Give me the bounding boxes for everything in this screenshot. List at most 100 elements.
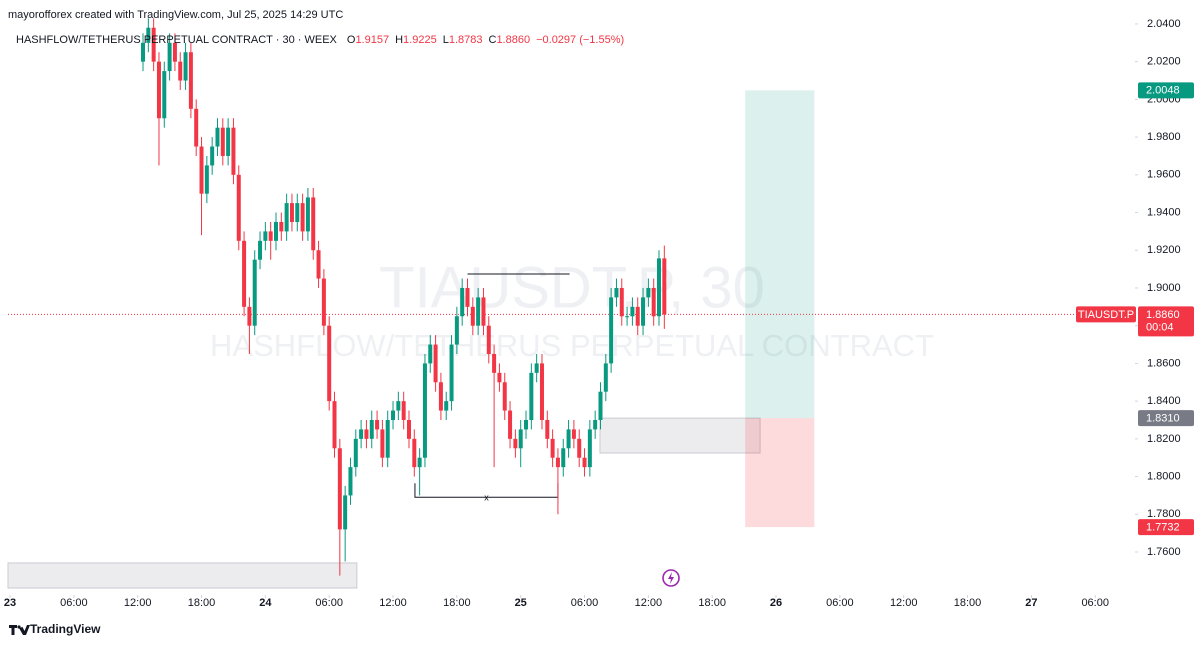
candle-body <box>332 401 337 449</box>
legend-change: −0.0297 (−1.55%) <box>536 34 624 46</box>
y-tick-label: 1.8600 <box>1147 357 1181 369</box>
x-tick-label: 26 <box>770 597 782 609</box>
candle-body <box>598 391 603 420</box>
candle-body <box>438 382 443 411</box>
y-tick-label: 1.9200 <box>1147 244 1181 256</box>
y-tick-label: 1.9000 <box>1147 282 1181 294</box>
legend: HASHFLOW/TETHERUS PERPETUAL CONTRACT · 3… <box>16 34 624 46</box>
x-tick-label: 06:00 <box>315 597 343 609</box>
legend-key: L <box>443 34 449 46</box>
legend-value: 1.8860 <box>496 34 530 46</box>
x-tick-label: 12:00 <box>124 597 152 609</box>
candle-body <box>167 42 172 72</box>
candle-body <box>555 457 560 468</box>
candle-body <box>252 259 257 326</box>
candle-body <box>524 419 529 430</box>
candle-body <box>508 410 513 439</box>
y-tick-label: 1.9800 <box>1147 131 1181 143</box>
y-tick-label: 2.0400 <box>1147 18 1181 30</box>
footer: TradingView <box>30 622 101 636</box>
legend-value: 1.9225 <box>403 34 437 46</box>
legend-value: 1.9157 <box>355 34 389 46</box>
candle-body <box>210 146 215 166</box>
legend-value: 1.8783 <box>449 34 483 46</box>
zone <box>7 562 358 589</box>
candle-body <box>497 372 502 383</box>
candle-body <box>273 221 278 241</box>
candle-body <box>289 203 294 222</box>
y-tick-label: 1.8000 <box>1147 470 1181 482</box>
last-price-box <box>1138 306 1194 337</box>
candle-body <box>263 231 268 241</box>
candle-body <box>231 127 236 175</box>
candle-body <box>353 438 358 468</box>
candle-body <box>486 325 491 354</box>
candle-body <box>305 197 310 232</box>
candle-body <box>146 27 151 43</box>
candle-body <box>433 344 438 383</box>
candle-body <box>635 306 640 326</box>
x-tick-label: 06:00 <box>826 597 854 609</box>
candle-body <box>534 363 539 373</box>
candle-body <box>587 429 592 468</box>
x-tick-label: 23 <box>4 597 16 609</box>
candle-body <box>619 287 624 317</box>
tv-logo <box>9 625 30 635</box>
candle-body <box>385 419 390 458</box>
candle-body <box>614 287 619 298</box>
candle-body <box>321 278 326 326</box>
candle-body <box>465 287 470 307</box>
candle-body <box>662 258 667 315</box>
candle-body <box>582 457 587 468</box>
x-tick-label: 18:00 <box>954 597 982 609</box>
entry-label: 1.8310 <box>1146 413 1180 425</box>
candle-body <box>247 306 252 326</box>
x-tick-label: 12:00 <box>379 597 407 609</box>
candle-body <box>316 250 321 279</box>
replay-icon[interactable] <box>662 569 680 587</box>
candle-body <box>529 372 534 420</box>
last-price-label: 1.8860 <box>1146 309 1180 321</box>
candle-body <box>194 108 199 147</box>
candle-body <box>268 231 273 241</box>
watermark-subtitle: HASHFLOW/TETHERUS PERPETUAL CONTRACT <box>210 328 934 363</box>
target-zone <box>745 90 815 419</box>
candle-body <box>630 306 635 317</box>
x-tick-label: 06:00 <box>571 597 599 609</box>
candle-body <box>566 429 571 449</box>
candle-body <box>492 353 497 373</box>
zone <box>599 417 761 454</box>
candle-body <box>279 221 284 232</box>
candle-body <box>141 42 146 62</box>
candle-body <box>641 297 646 326</box>
candle-body <box>593 419 598 430</box>
candle-body <box>343 495 348 530</box>
candle-body <box>391 410 396 420</box>
y-tick-label: 2.0200 <box>1147 56 1181 68</box>
candle-body <box>258 240 263 260</box>
candle-body <box>406 419 411 439</box>
countdown: 00:04 <box>1146 321 1174 333</box>
x-tick-label: 18:00 <box>188 597 216 609</box>
candle-body <box>449 344 454 402</box>
y-tick-label: 1.7600 <box>1147 546 1181 558</box>
target-label: 2.0048 <box>1146 85 1180 97</box>
candle-body <box>284 203 289 232</box>
stop-label: 1.7732 <box>1146 522 1180 534</box>
x-tick-label: 27 <box>1025 597 1037 609</box>
watermark: TIAUSDT.P, 30 <box>379 255 765 320</box>
candle-body <box>470 306 475 326</box>
header: mayorofforex created with TradingView.co… <box>8 9 343 21</box>
candle-body <box>561 448 566 468</box>
candle-body <box>539 363 544 420</box>
candle-body <box>156 61 161 119</box>
x-tick-label: 12:00 <box>890 597 918 609</box>
candle-body <box>502 382 507 411</box>
x-tick-label: 06:00 <box>60 597 88 609</box>
candle-body <box>242 240 247 307</box>
legend-key: H <box>395 34 403 46</box>
candle-body <box>375 419 380 430</box>
legend-title: HASHFLOW/TETHERUS PERPETUAL CONTRACT · 3… <box>16 34 338 46</box>
y-tick-label: 1.9400 <box>1147 206 1181 218</box>
